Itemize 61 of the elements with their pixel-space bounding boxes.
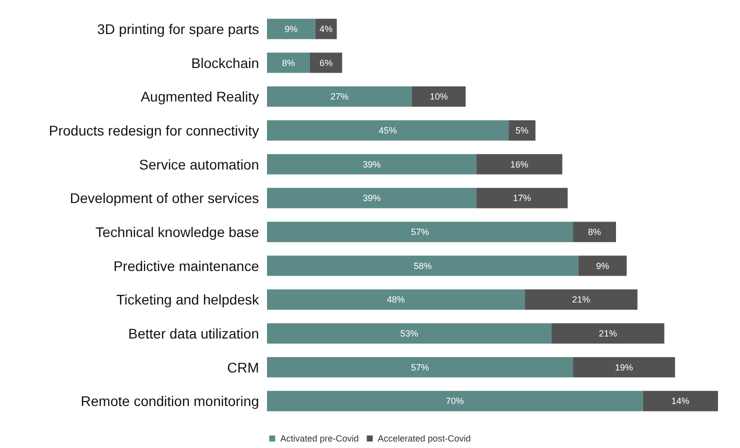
data-label: 17% <box>513 193 532 204</box>
data-label: 21% <box>598 328 617 338</box>
data-label: 39% <box>362 159 381 170</box>
bar <box>508 120 536 141</box>
data-label: 14% <box>671 396 690 406</box>
y-tick-label: Remote condition monitoring <box>80 393 259 410</box>
y-tick-label: Augmented Reality <box>140 88 259 105</box>
data-label: 4% <box>320 24 333 34</box>
y-tick-label: CRM <box>227 359 259 376</box>
data-label: 9% <box>284 24 298 34</box>
bar <box>267 154 476 174</box>
bar <box>267 188 476 208</box>
bar <box>267 256 578 276</box>
bar <box>267 86 412 107</box>
data-label: 5% <box>516 125 529 136</box>
data-label: 27% <box>330 92 348 102</box>
data-label: 8% <box>282 58 295 68</box>
bar <box>578 256 627 276</box>
data-label: 8% <box>588 226 602 237</box>
bar <box>310 52 342 73</box>
bar <box>267 52 310 73</box>
bar <box>267 222 574 242</box>
y-tick-label: 3D printing for spare parts <box>97 20 259 37</box>
y-tick-label: Better data utilization <box>128 325 259 342</box>
bar <box>267 357 574 378</box>
legend-label: Activated pre-Covid <box>280 434 359 444</box>
bar <box>573 357 676 378</box>
data-label: 39% <box>362 193 381 204</box>
data-label: 57% <box>411 226 430 237</box>
bar <box>267 120 509 141</box>
data-label: 57% <box>411 362 430 372</box>
bar <box>524 289 638 310</box>
y-tick-label: Development of other services <box>70 190 259 206</box>
data-label: 45% <box>378 125 397 136</box>
data-label: 6% <box>320 58 333 68</box>
y-tick-label: Blockchain <box>191 54 259 71</box>
bar <box>267 323 552 344</box>
bar <box>267 390 643 412</box>
y-tick-label: Products redesign for connectivity <box>48 122 259 138</box>
bar <box>642 390 718 412</box>
y-tick-label: Ticketing and helpdesk <box>116 292 260 308</box>
data-label: 16% <box>510 159 528 170</box>
bar <box>412 86 466 107</box>
bar <box>476 154 562 174</box>
data-label: 19% <box>615 362 634 372</box>
data-label: 70% <box>446 396 464 406</box>
y-tick-label: Service automation <box>139 156 259 172</box>
bar <box>573 222 616 242</box>
data-label: 58% <box>414 260 432 271</box>
data-label: 9% <box>596 260 610 271</box>
data-label: 21% <box>572 294 590 305</box>
bar <box>476 188 568 208</box>
data-label: 10% <box>430 92 448 102</box>
bar <box>267 289 525 310</box>
y-tick-label: Predictive maintenance <box>113 258 260 274</box>
bar <box>267 18 316 40</box>
data-label: 48% <box>386 294 405 305</box>
bar <box>552 323 664 344</box>
legend-label: Accelerated post-Covid <box>378 434 471 444</box>
data-label: 53% <box>400 328 418 338</box>
y-tick-label: Technical knowledge base <box>96 224 260 240</box>
